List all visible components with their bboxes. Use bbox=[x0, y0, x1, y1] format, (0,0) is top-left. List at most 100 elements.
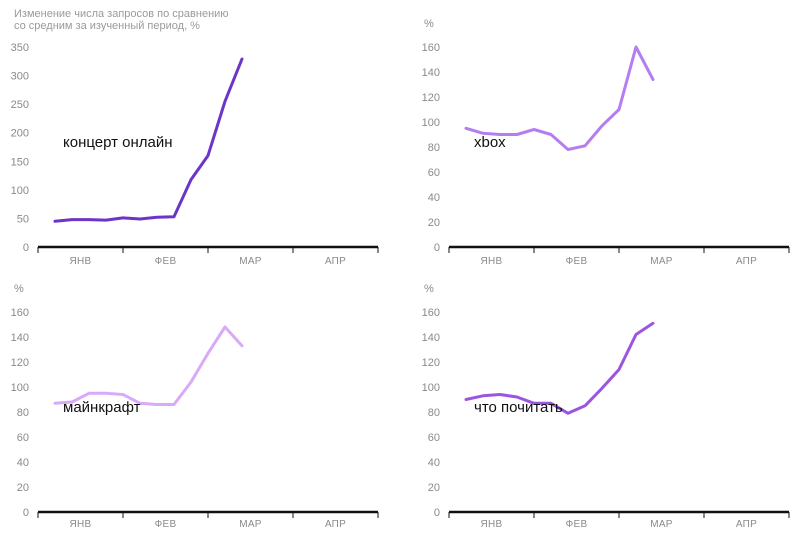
chart-panel-1: Изменение числа запросов по сравнениюсо … bbox=[11, 8, 379, 267]
y-tick-label: 50 bbox=[17, 213, 29, 225]
data-point bbox=[105, 392, 108, 395]
y-tick-label: 150 bbox=[11, 156, 29, 168]
y-tick-label: 160 bbox=[422, 42, 440, 54]
data-point bbox=[156, 216, 159, 219]
x-tick-label: МАР bbox=[650, 256, 673, 267]
data-point bbox=[122, 393, 125, 396]
data-point bbox=[173, 403, 176, 406]
data-point bbox=[567, 148, 570, 151]
series-label: что почитать bbox=[474, 399, 563, 416]
x-tick-label: ЯНВ bbox=[480, 519, 502, 530]
data-point bbox=[652, 78, 655, 81]
x-tick-label: ЯНВ bbox=[69, 256, 91, 267]
y-tick-label: 100 bbox=[422, 382, 440, 394]
y-tick-label: 120 bbox=[422, 357, 440, 369]
data-point bbox=[635, 333, 638, 336]
data-point bbox=[54, 402, 57, 405]
y-tick-label: 80 bbox=[17, 407, 29, 419]
y-tick-label: 60 bbox=[428, 167, 440, 179]
y-tick-label: 20 bbox=[428, 217, 440, 229]
data-point bbox=[567, 412, 570, 415]
data-point bbox=[207, 352, 210, 355]
y-tick-label: 60 bbox=[428, 432, 440, 444]
data-point bbox=[54, 220, 57, 223]
y-tick-label: 40 bbox=[17, 457, 29, 469]
series-line bbox=[464, 45, 655, 151]
x-tick-label: МАР bbox=[650, 519, 673, 530]
series-label: майнкрафт bbox=[63, 399, 141, 416]
y-tick-label: 160 bbox=[11, 307, 29, 319]
series-line bbox=[53, 57, 244, 223]
y-tick-label: 80 bbox=[428, 142, 440, 154]
x-tick-label: ФЕВ bbox=[155, 256, 177, 267]
y-tick-label: 40 bbox=[428, 457, 440, 469]
y-tick-label: 100 bbox=[11, 382, 29, 394]
data-point bbox=[601, 387, 604, 390]
x-tick-label: АПР bbox=[736, 519, 757, 530]
data-point bbox=[516, 133, 519, 136]
series-label: xbox bbox=[474, 134, 506, 151]
data-point bbox=[465, 127, 468, 130]
x-tick-label: МАР bbox=[239, 519, 262, 530]
data-point bbox=[105, 219, 108, 222]
y-tick-label: 160 bbox=[422, 307, 440, 319]
data-point bbox=[618, 108, 621, 111]
series-label: концерт онлайн bbox=[63, 134, 173, 151]
y-axis-title-line: Изменение числа запросов по сравнению bbox=[14, 8, 229, 20]
data-point bbox=[88, 392, 91, 395]
y-tick-label: 0 bbox=[23, 507, 29, 519]
data-point bbox=[173, 215, 176, 218]
y-tick-label: 120 bbox=[11, 357, 29, 369]
data-point bbox=[190, 178, 193, 181]
data-point bbox=[241, 58, 244, 61]
data-point bbox=[241, 344, 244, 347]
data-point bbox=[533, 128, 536, 131]
data-point bbox=[550, 133, 553, 136]
y-tick-label: 120 bbox=[422, 92, 440, 104]
y-axis-title-line: со средним за изученный период, % bbox=[14, 20, 200, 32]
data-point bbox=[601, 124, 604, 127]
x-tick-label: ФЕВ bbox=[155, 519, 177, 530]
data-point bbox=[71, 218, 74, 221]
y-tick-label: 100 bbox=[422, 117, 440, 129]
y-tick-label: 0 bbox=[434, 242, 440, 254]
y-tick-label: 140 bbox=[422, 332, 440, 344]
chart-panel-3: % 0 20 40 60 80 100 120 140 160 ЯНВ ФЕВ МАР АПР майнкр… bbox=[11, 283, 379, 530]
series-line bbox=[53, 325, 244, 406]
y-tick-label: 80 bbox=[428, 407, 440, 419]
y-tick-label: 0 bbox=[23, 242, 29, 254]
data-point bbox=[139, 218, 142, 221]
data-point bbox=[652, 322, 655, 325]
y-tick-label: 350 bbox=[11, 42, 29, 54]
y-tick-label: 60 bbox=[17, 432, 29, 444]
data-point bbox=[465, 398, 468, 401]
y-tick-label: 300 bbox=[11, 71, 29, 83]
x-tick-label: ЯНВ bbox=[69, 519, 91, 530]
data-point bbox=[224, 100, 227, 103]
data-point bbox=[584, 404, 587, 407]
y-tick-label: 200 bbox=[11, 128, 29, 140]
y-axis-unit: % bbox=[424, 18, 434, 30]
data-point bbox=[122, 216, 125, 219]
y-tick-label: 20 bbox=[428, 482, 440, 494]
x-tick-label: АПР bbox=[325, 519, 346, 530]
y-tick-label: 250 bbox=[11, 99, 29, 111]
series-line bbox=[464, 321, 655, 415]
data-point bbox=[618, 368, 621, 371]
data-point bbox=[156, 403, 159, 406]
y-tick-label: 20 bbox=[17, 482, 29, 494]
data-point bbox=[482, 394, 485, 397]
y-tick-label: 40 bbox=[428, 192, 440, 204]
x-tick-label: АПР bbox=[736, 256, 757, 267]
y-axis-unit: % bbox=[424, 283, 434, 295]
y-axis-unit: % bbox=[14, 283, 24, 295]
y-tick-label: 140 bbox=[11, 332, 29, 344]
y-tick-label: 100 bbox=[11, 185, 29, 197]
data-point bbox=[207, 154, 210, 157]
data-point bbox=[224, 326, 227, 329]
data-point bbox=[635, 46, 638, 49]
data-point bbox=[499, 393, 502, 396]
data-point bbox=[190, 381, 193, 384]
